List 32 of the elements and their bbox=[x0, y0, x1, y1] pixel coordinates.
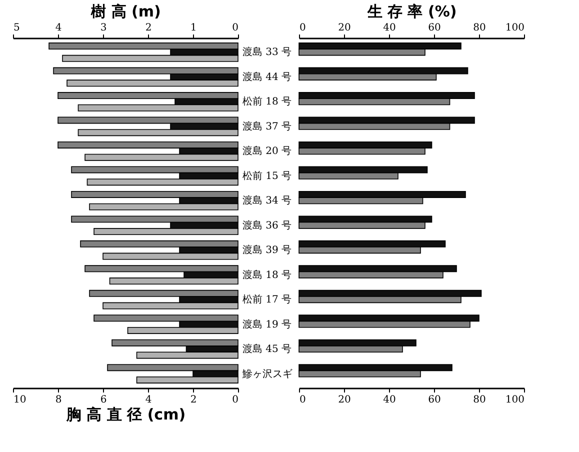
y-tick-label: 渡島 44 号 bbox=[242, 70, 292, 83]
x-tick-label: 0 bbox=[300, 22, 306, 34]
x2-axis-title: 生 存 率 (%) bbox=[366, 2, 457, 20]
x-tick-label: 10 bbox=[14, 394, 26, 406]
x-tick-label: 60 bbox=[428, 22, 441, 34]
x2-tick-label: 1 bbox=[190, 22, 197, 34]
x-tick-label: 0 bbox=[232, 394, 238, 406]
x2-tick-label: 3 bbox=[100, 22, 107, 34]
x-tick-label: 4 bbox=[145, 394, 152, 406]
y-tick-label: 渡島 33 号 bbox=[242, 46, 292, 58]
y-tick-label: 松前 17 号 bbox=[242, 294, 292, 306]
y-tick-label: 渡島 37 号 bbox=[242, 120, 292, 132]
y-tick-label: 渡島 34 号 bbox=[242, 194, 292, 207]
y-tick-label: 渡島 39 号 bbox=[242, 244, 292, 256]
y-tick-label: 松前 18 号 bbox=[242, 96, 292, 108]
y-tick-label: 松前 15 号 bbox=[242, 170, 292, 182]
x-axis-title: 胸 高 直 径 (cm) bbox=[65, 406, 186, 424]
y-tick-label: 鰺ヶ沢スギ bbox=[242, 368, 292, 380]
x2-axis-title: 樹 高 (m) bbox=[90, 2, 161, 20]
x-tick-label: 80 bbox=[473, 22, 486, 34]
y-tick-label: 渡島 45 号 bbox=[242, 343, 292, 356]
x-tick-label: 20 bbox=[338, 22, 351, 34]
y-tick-label: 渡島 18 号 bbox=[242, 268, 292, 281]
x-tick-label: 100 bbox=[505, 22, 524, 34]
x-tick-label: 40 bbox=[383, 22, 396, 34]
y-tick-label: 渡島 20 号 bbox=[242, 145, 292, 158]
x2-tick-label: 5 bbox=[14, 22, 20, 34]
x-tick-label: 2 bbox=[190, 394, 197, 406]
y-tick-label: 渡島 36 号 bbox=[242, 219, 292, 232]
y-tick-label: 渡島 19 号 bbox=[242, 318, 292, 330]
x-tick-label: 6 bbox=[100, 394, 107, 406]
x-tick-label: 8 bbox=[55, 394, 62, 406]
